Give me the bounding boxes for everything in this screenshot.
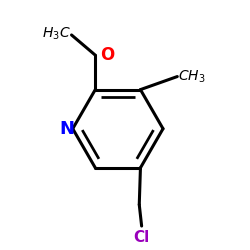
- Text: $H_3C$: $H_3C$: [42, 26, 70, 42]
- Text: Cl: Cl: [134, 230, 150, 245]
- Text: O: O: [100, 46, 115, 64]
- Text: $CH_3$: $CH_3$: [178, 68, 206, 85]
- Text: N: N: [59, 120, 74, 138]
